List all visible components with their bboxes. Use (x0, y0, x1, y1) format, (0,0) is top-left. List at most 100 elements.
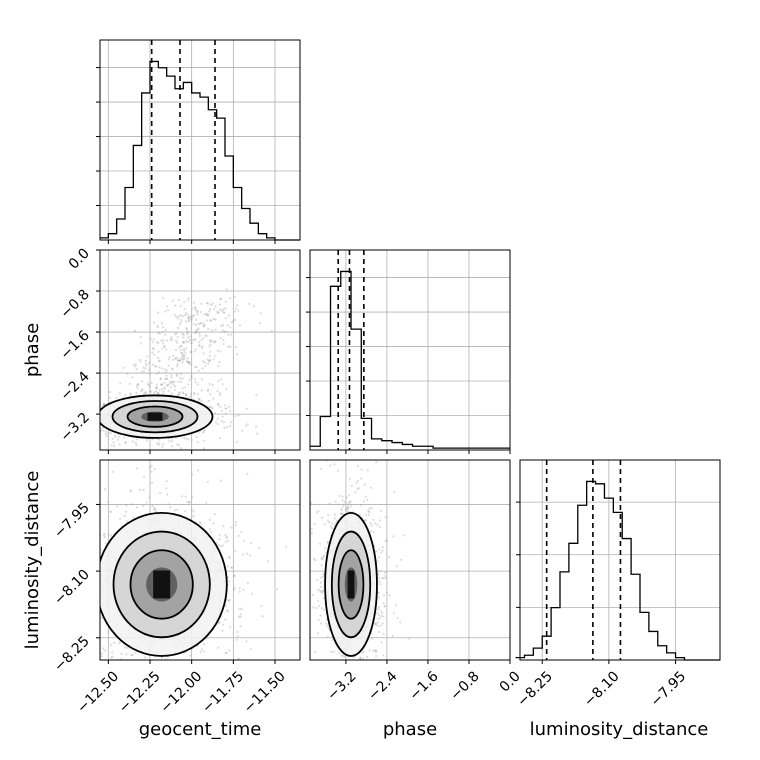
scatter-point (380, 509, 383, 513)
scatter-point (204, 664, 206, 666)
scatter-point (92, 592, 94, 594)
scatter-point (266, 559, 270, 563)
scatter-point (208, 310, 211, 313)
scatter-point (178, 323, 181, 326)
scatter-point (188, 360, 191, 363)
scatter-point (230, 421, 233, 424)
scatter-point (177, 326, 180, 329)
scatter-point (224, 407, 227, 410)
scatter-point (202, 430, 205, 433)
scatter-point (165, 339, 169, 342)
scatter-point (326, 635, 329, 639)
scatter-point (333, 463, 336, 466)
scatter-point (176, 663, 178, 665)
scatter-point (374, 649, 377, 652)
scatter-point (175, 339, 178, 342)
scatter-point (176, 335, 179, 339)
scatter-point (384, 577, 387, 580)
scatter-point (320, 622, 323, 625)
scatter-point (388, 556, 391, 559)
scatter-point (239, 613, 242, 616)
scatter-point (285, 545, 288, 549)
scatter-point (161, 393, 164, 396)
scatter-point (170, 336, 173, 339)
scatter-point (176, 362, 179, 365)
scatter-point (142, 475, 146, 478)
scatter-point (229, 410, 232, 413)
scatter-point (83, 439, 85, 441)
scatter-point (227, 345, 230, 348)
scatter-point (346, 506, 349, 509)
scatter-point (349, 665, 351, 667)
scatter-point (381, 549, 384, 552)
scatter-point (228, 425, 231, 428)
scatter-point (226, 609, 229, 612)
scatter-point (167, 364, 170, 367)
scatter-point (403, 534, 406, 537)
scatter-point (199, 322, 202, 325)
scatter-point (181, 377, 184, 380)
scatter-point (149, 337, 152, 340)
x-tick-label: −7.95 (648, 668, 690, 710)
scatter-point (226, 610, 229, 613)
scatter-point (165, 374, 168, 377)
scatter-point (181, 332, 184, 336)
scatter-point (188, 500, 191, 504)
scatter-point (174, 333, 177, 336)
scatter-point (360, 468, 363, 471)
scatter-point (250, 592, 253, 595)
scatter-point (336, 469, 340, 472)
scatter-point (204, 365, 207, 368)
scatter-point (202, 352, 205, 355)
scatter-point (185, 340, 188, 343)
scatter-point (205, 301, 208, 305)
scatter-point (211, 407, 214, 410)
scatter-point (378, 606, 381, 609)
scatter-point (367, 513, 370, 516)
scatter-point (407, 637, 410, 640)
scatter-point (386, 591, 389, 594)
scatter-point (175, 660, 177, 662)
panel-frame (99, 39, 301, 241)
scatter-point (138, 358, 141, 361)
scatter-point (252, 305, 255, 308)
scatter-point (183, 349, 186, 352)
scatter-point (102, 429, 105, 432)
scatter-point (377, 573, 380, 576)
scatter-point (222, 311, 225, 314)
scatter-point (357, 479, 360, 482)
scatter-point (197, 327, 200, 330)
scatter-point (216, 349, 219, 352)
scatter-point (382, 654, 385, 657)
scatter-point (196, 328, 199, 331)
scatter-point (234, 310, 237, 313)
scatter-point (217, 403, 220, 406)
scatter-point (184, 351, 187, 354)
scatter-point (145, 439, 148, 442)
scatter-point (348, 719, 350, 721)
scatter-point (88, 449, 90, 451)
scatter-point (182, 354, 185, 357)
scatter-point (346, 508, 349, 511)
scatter-point (348, 494, 351, 497)
scatter-point (110, 644, 113, 647)
scatter-point (318, 589, 322, 592)
scatter-point (181, 495, 184, 498)
scatter-point (170, 440, 174, 443)
scatter-point (162, 443, 165, 446)
scatter-point (161, 445, 164, 448)
scatter-point (362, 500, 365, 503)
scatter-point (378, 525, 381, 529)
scatter-point (188, 339, 191, 342)
scatter-point (158, 389, 161, 392)
contour-line (111, 400, 199, 434)
scatter-point (78, 675, 80, 677)
scatter-point (330, 527, 333, 530)
scatter-point (91, 394, 93, 396)
scatter-point (130, 724, 132, 726)
scatter-point (321, 591, 324, 594)
scatter-point (208, 345, 211, 348)
scatter-point (199, 651, 202, 654)
scatter-point (313, 522, 316, 525)
scatter-point (318, 542, 321, 545)
